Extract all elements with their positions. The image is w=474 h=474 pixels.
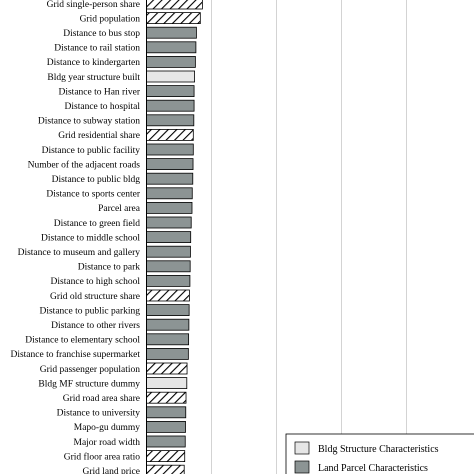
bar-land <box>146 26 197 39</box>
category-labels: Grid single-person share Grid population D… <box>10 0 140 474</box>
bar-land <box>146 347 189 360</box>
category-label: Distance to hospital <box>65 102 141 112</box>
category-label: Bldg MF structure dummy <box>38 379 140 389</box>
bar-land <box>146 172 194 185</box>
category-label: Parcel area <box>98 204 141 214</box>
bar-grid <box>146 289 190 302</box>
bar-land <box>146 201 193 214</box>
category-label: Grid floor area ratio <box>64 451 140 462</box>
category-label: Distance to elementary school <box>25 336 140 346</box>
bar-land <box>146 216 192 229</box>
category-label: Grid land price <box>82 467 140 474</box>
bar-grid <box>146 12 201 25</box>
category-label: Distance to public bldg <box>52 175 141 185</box>
category-label: Distance to rail station <box>54 44 140 54</box>
bar-land <box>146 260 191 273</box>
category-label: Distance to museum and gallery <box>18 248 141 258</box>
bar-grid <box>146 128 194 141</box>
legend-box <box>285 433 474 474</box>
bar-land <box>146 158 194 171</box>
category-label: Distance to franchise supermarket <box>10 349 140 360</box>
bar-land <box>146 274 191 287</box>
category-label: Distance to subway station <box>38 117 140 127</box>
gridlines <box>211 0 407 474</box>
bar-grid <box>146 391 187 404</box>
bar-bldg <box>146 70 195 83</box>
bar-land <box>146 85 195 97</box>
bar-land <box>146 187 193 200</box>
category-label: Distance to public parking <box>39 306 140 316</box>
category-label: Grid passenger population <box>40 365 141 375</box>
legend: Bldg Structure Characteristics Land Parc… <box>285 433 474 474</box>
category-label: Grid old structure share <box>50 292 140 302</box>
category-label: Mapo-gu dummy <box>74 423 140 433</box>
bars <box>146 0 203 474</box>
bar-land <box>146 41 197 54</box>
legend-label-bldg: Bldg Structure Characteristics <box>318 444 439 455</box>
bar-bldg <box>146 377 188 390</box>
category-label: Distance to park <box>78 263 141 273</box>
category-label: Number of the adjacent roads <box>28 159 141 170</box>
category-label: Distance to middle school <box>41 233 140 243</box>
category-label: Distance to green field <box>54 218 141 229</box>
category-label: Bldg year structure built <box>47 73 140 83</box>
bar-grid <box>146 0 203 10</box>
legend-label-land: Land Parcel Characteristics <box>318 463 428 474</box>
legend-swatch-bldg <box>294 441 310 455</box>
category-label: Grid population <box>80 14 141 24</box>
category-label: Major road width <box>74 438 141 448</box>
category-label: Distance to other rivers <box>51 321 140 331</box>
bar-land <box>146 318 190 331</box>
legend-swatch-land <box>294 460 310 474</box>
bar-land <box>146 114 195 127</box>
bar-land <box>146 435 186 448</box>
bar-land <box>146 420 186 433</box>
category-label: Distance to sports center <box>46 190 140 200</box>
category-label: Distance to high school <box>51 277 141 287</box>
category-label: Grid single-person share <box>47 0 140 10</box>
category-label: Distance to bus stop <box>63 29 140 39</box>
bar-grid <box>146 450 186 463</box>
bar-land <box>146 333 190 346</box>
category-label: Distance to Han river <box>58 87 140 97</box>
bar-land <box>146 231 192 244</box>
category-label: Grid residential share <box>58 131 140 141</box>
bar-grid <box>146 362 188 375</box>
bar-land <box>146 143 194 156</box>
bar-land <box>146 56 196 68</box>
bar-land <box>146 304 190 317</box>
category-label: Distance to public facility <box>42 145 141 156</box>
bar-grid <box>146 464 185 474</box>
bar-land <box>146 406 187 419</box>
bar-land <box>146 99 195 112</box>
category-label: Grid road area share <box>63 394 140 404</box>
category-label: Distance to kindergarten <box>47 58 140 68</box>
category-label: Distance to university <box>57 409 141 419</box>
bar-land <box>146 245 191 258</box>
